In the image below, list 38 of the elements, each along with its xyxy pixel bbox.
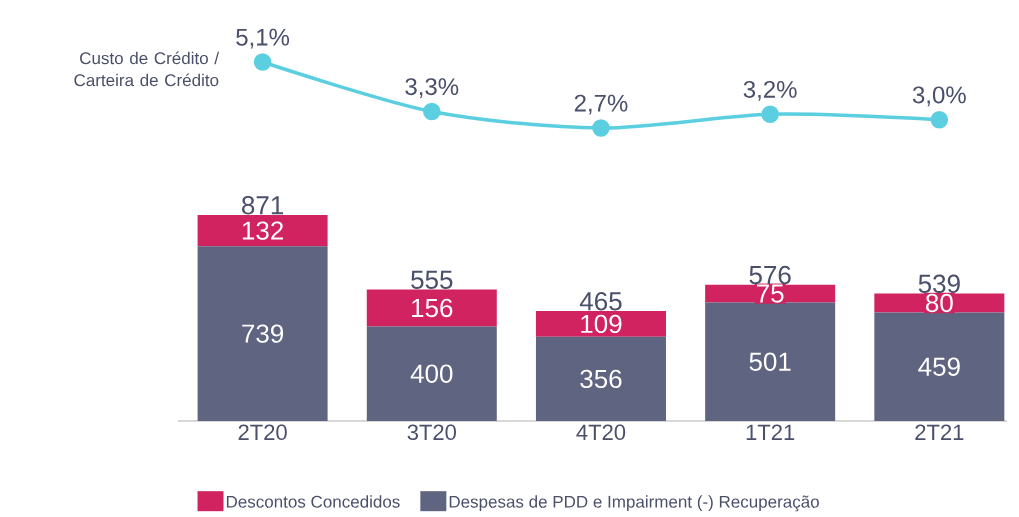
text: Custo de Crédito / Carteira de Crédito (74, 51, 220, 87)
data-label: 5,1% (236, 28, 290, 49)
point (761, 105, 779, 123)
data-label: 132 (242, 221, 283, 240)
x-tick-label: 2T21 (915, 424, 964, 440)
data-label: 356 (580, 369, 622, 389)
data-label: 3,0% (912, 86, 966, 107)
bar (366, 326, 497, 421)
total-label: 555 (411, 270, 453, 289)
point (592, 119, 610, 137)
data-label: 156 (412, 298, 453, 318)
x-tick-label: 4T20 (576, 424, 626, 441)
data-label: 109 (581, 314, 622, 334)
x-tick-label: 3T20 (407, 424, 456, 441)
point (423, 102, 441, 121)
data-label: 459 (918, 357, 960, 376)
total-label: 871 (242, 196, 284, 215)
point (253, 53, 272, 71)
data-label: 3,3% (405, 78, 459, 98)
total-label: 539 (918, 274, 960, 293)
legend-label: Despesas de PDD e Impairment (-) Recuperação (449, 495, 819, 512)
data-label: 739 (242, 324, 284, 343)
data-label: 75 (757, 284, 784, 303)
legend-label: Descontos Concedidos (226, 495, 400, 508)
data-label: 80 (926, 293, 953, 313)
bar (874, 312, 1005, 421)
data-label: 3,2% (743, 80, 797, 101)
x-tick-label: 1T21 (746, 424, 795, 440)
bar (705, 302, 836, 421)
bar (535, 336, 666, 421)
data-label: 501 (749, 352, 791, 371)
data-label: 2,7% (574, 94, 628, 115)
bar (197, 246, 328, 421)
point (930, 111, 949, 129)
x-tick-label: 2T20 (238, 424, 287, 441)
total-label: 465 (579, 292, 622, 311)
data-label: 400 (410, 364, 453, 383)
total-label: 576 (749, 265, 791, 285)
